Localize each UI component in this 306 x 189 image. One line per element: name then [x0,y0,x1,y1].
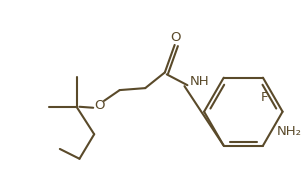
Text: NH₂: NH₂ [277,125,302,138]
Text: NH: NH [189,75,209,88]
Text: F: F [261,91,269,104]
Text: O: O [94,99,104,112]
Text: O: O [170,31,181,44]
